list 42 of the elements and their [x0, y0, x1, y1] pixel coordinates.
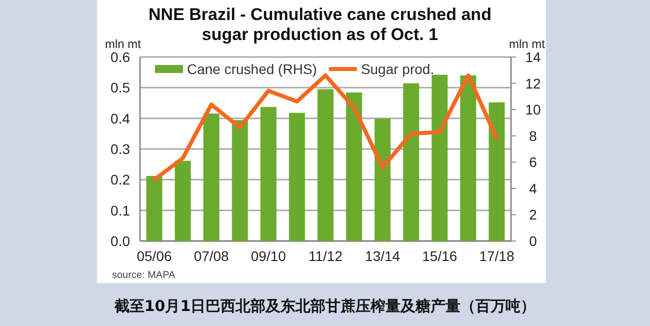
bar	[260, 106, 276, 241]
bar	[488, 102, 505, 241]
bar	[346, 92, 362, 241]
y-tick-label: 0.2	[110, 172, 130, 188]
y2-tick-label: 4	[529, 180, 538, 196]
bar	[203, 114, 220, 241]
x-tick-label: 09/10	[250, 248, 286, 264]
chart-title: NNE Brazil - Cumulative cane crushed and sugar production as of Oct. 1	[148, 5, 492, 44]
x-tick-label: 17/18	[479, 248, 514, 264]
y-tick-label: 0.0	[110, 233, 130, 249]
legend-label: Cane crushed (RHS)	[187, 61, 317, 77]
bar	[374, 118, 391, 241]
legend-label: Sugar prod.	[360, 61, 434, 77]
y-tick-label: 0.5	[110, 80, 130, 96]
y2-tick-label: 14	[525, 49, 541, 65]
bar	[403, 83, 420, 241]
y2-tick-label: 6	[529, 154, 538, 170]
y-tick-label: 0.3	[110, 141, 130, 157]
bar	[432, 74, 448, 241]
bar	[232, 120, 248, 241]
bar	[460, 75, 476, 241]
y2-tick-label: 8	[529, 128, 538, 144]
y2-tick-label: 2	[529, 206, 538, 223]
y2-tick-label: 12	[525, 75, 541, 92]
bar	[288, 112, 305, 241]
text: 截至10月1日巴西北部及东北部甘蔗压榨量及糖产量（百万吨）	[113, 297, 536, 315]
bar	[174, 160, 191, 241]
y2-tick-label: 10	[525, 102, 541, 118]
y-tick-label: 0.4	[110, 110, 130, 126]
y-tick-label: 0.6	[110, 49, 130, 65]
bar	[146, 176, 162, 241]
x-tick-label: 11/12	[308, 248, 343, 264]
x-tick-label: 15/16	[422, 248, 458, 264]
source-note: source: MAPA	[112, 270, 176, 281]
y2-tick-label: 0	[529, 233, 538, 249]
bar	[318, 89, 334, 241]
x-tick-label: 07/08	[194, 248, 230, 264]
x-tick-label: 05/06	[136, 248, 172, 264]
y-axis-title: mln mt	[105, 37, 142, 51]
x-tick-label: 13/14	[365, 248, 400, 264]
y2-axis-title: mln mt	[509, 37, 546, 51]
y-tick-label: 0.1	[110, 202, 130, 218]
